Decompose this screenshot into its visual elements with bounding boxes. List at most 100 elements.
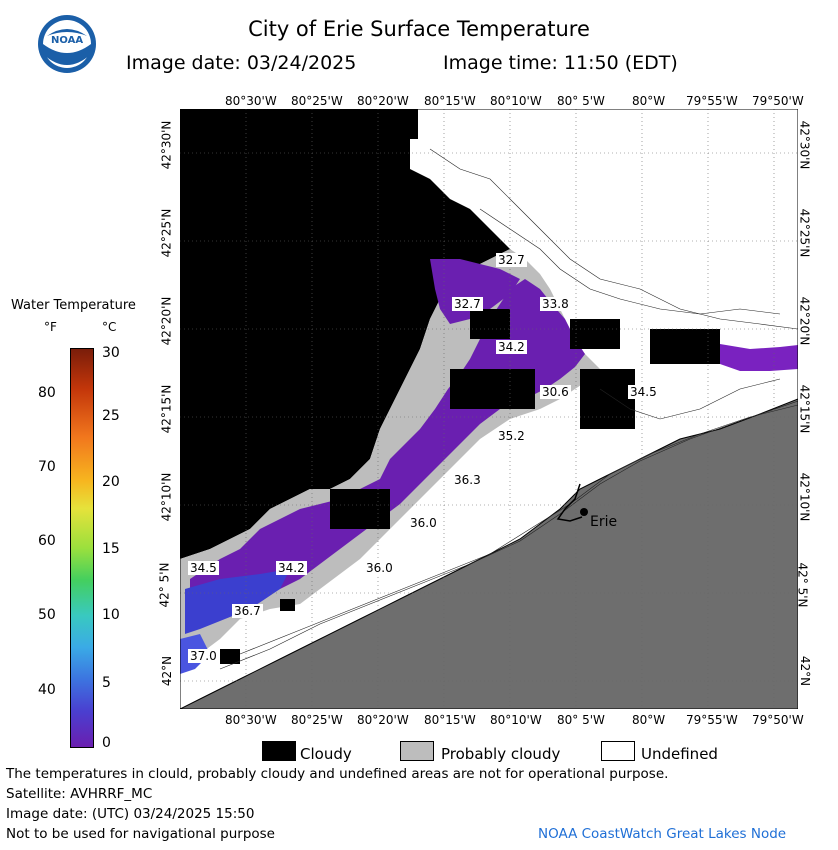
lon-tick-label: 79°50'W [752,94,804,108]
water-temp-cold [720,344,798,371]
contour-line [479,208,781,315]
image-time-label: Image time: 11:50 (EDT) [443,52,678,74]
temperature-label: 36.0 [364,561,395,575]
lat-tick-label: 42°20'N [797,296,812,346]
temperature-label: 30.6 [540,385,571,399]
sst-map [180,109,798,709]
graticule [180,109,798,709]
legend-c-tick: 25 [102,408,120,424]
lon-tick-label: 80°25'W [291,713,343,727]
lat-tick-label: 42°25'N [797,208,812,258]
key-undefined-swatch [601,741,635,761]
legend-f-tick: 70 [38,459,56,475]
lon-tick-label: 80° 5'W [557,94,605,108]
temperature-label: 32.7 [496,253,527,267]
temperature-label: 34.5 [188,561,219,575]
cloud-patch [580,369,635,429]
coastline [180,398,798,709]
noaa-logo-text: NOAA [51,35,84,46]
erie-marker [580,508,588,516]
key-probably-cloudy-label: Probably cloudy [441,745,561,763]
lon-tick-label: 80°15'W [424,94,476,108]
cloud-patch [450,369,535,409]
lon-tick-label: 80°30'W [225,94,277,108]
lat-tick-label: 42°20'N [159,296,174,346]
temperature-label: 32.7 [452,297,483,311]
footer-disclaimer: The temperatures in clould, probably clo… [6,766,669,782]
temperature-label: 36.0 [408,516,439,530]
cloud-patch [330,489,390,529]
legend-unit-c: °C [102,320,117,334]
contour-line [599,378,781,420]
legend-c-tick: 30 [102,345,120,361]
key-undefined-label: Undefined [641,745,718,763]
legend-f-tick: 80 [38,385,56,401]
temperature-label: 37.0 [188,649,219,663]
footer-image-date: Image date: (UTC) 03/24/2025 15:50 [6,806,255,822]
land-region [180,399,798,709]
lat-tick-label: 42°30'N [797,120,812,170]
image-date-label: Image date: 03/24/2025 [126,52,357,74]
cloud-patch [470,309,510,339]
contour-line [239,404,798,655]
lat-tick-label: 42°30'N [159,120,174,170]
water-temp-warm [185,569,290,634]
lat-tick-label: 42°10'N [797,472,812,522]
lat-tick-label: 42°25'N [159,208,174,258]
temperature-label: 34.5 [628,385,659,399]
lat-tick-label: 42°N [798,655,813,687]
lon-tick-label: 80°10'W [490,713,542,727]
city-label-erie: Erie [590,514,618,530]
cloud-patch [570,319,620,349]
temperature-label: 34.2 [496,340,527,354]
cloud-patch [650,329,720,364]
legend-f-tick: 50 [38,607,56,623]
erie-peninsula [556,483,583,522]
water-temp-cold [190,279,585,624]
lon-tick-label: 79°55'W [686,94,738,108]
lon-tick-label: 80°W [632,94,666,108]
cloud-patch [280,599,295,611]
lon-tick-label: 80°25'W [291,94,343,108]
legend-c-tick: 20 [102,474,120,490]
lat-tick-label: 42°15'N [159,384,174,434]
temperature-label: 36.3 [452,473,483,487]
cloud-patch [220,649,240,664]
temperature-label: 34.2 [276,561,307,575]
temperature-label: 35.2 [496,429,527,443]
footer-navigation-warning: Not to be used for navigational purpose [6,826,275,842]
noaa-logo: NOAA [37,14,97,74]
contour-line [429,148,798,330]
lon-tick-label: 80°30'W [225,713,277,727]
legend-c-tick: 5 [102,675,111,691]
cloud-region [180,109,510,559]
legend-c-tick: 15 [102,541,120,557]
legend-c-tick: 0 [102,735,111,751]
temperature-label: 36.7 [232,604,263,618]
legend-unit-f: °F [44,320,57,334]
contour-line [219,400,798,670]
lon-tick-label: 79°50'W [752,713,804,727]
lat-tick-label: 42°10'N [159,472,174,522]
key-cloudy-label: Cloudy [300,745,352,763]
lon-tick-label: 80°20'W [357,94,409,108]
key-probably-cloudy-swatch [400,741,434,761]
lon-tick-label: 80° 5'W [557,713,605,727]
legend-f-tick: 40 [38,682,56,698]
page-title: City of Erie Surface Temperature [248,17,590,41]
footer-satellite: Satellite: AVHRRF_MC [6,786,153,802]
lon-tick-label: 80°10'W [490,94,542,108]
temperature-label: 33.8 [540,297,571,311]
lon-tick-label: 80°W [632,713,666,727]
legend-c-tick: 10 [102,607,120,623]
legend-f-tick: 60 [38,533,56,549]
lon-tick-label: 80°20'W [357,713,409,727]
lon-tick-label: 80°15'W [424,713,476,727]
key-cloudy-swatch [262,741,296,761]
lat-tick-label: 42°N [160,655,175,687]
lon-tick-label: 79°55'W [686,713,738,727]
lat-tick-label: 42°15'N [797,384,812,434]
footer-credit: NOAA CoastWatch Great Lakes Node [538,826,787,842]
legend-title: Water Temperature [11,298,136,313]
legend-colorbar [70,348,94,748]
